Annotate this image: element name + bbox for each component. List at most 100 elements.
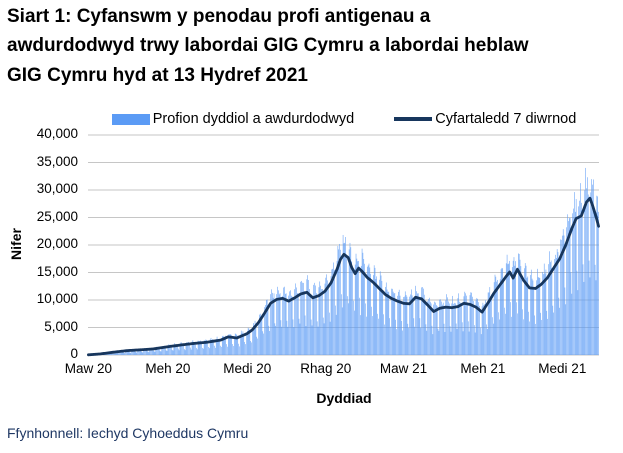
daily-bar	[338, 249, 340, 355]
daily-bar	[224, 336, 226, 355]
daily-bar	[483, 305, 485, 355]
daily-bar	[289, 291, 290, 355]
daily-bar	[142, 352, 144, 355]
daily-bar	[140, 349, 142, 355]
daily-bar	[421, 287, 422, 355]
daily-bar	[229, 334, 231, 355]
daily-bar	[555, 254, 556, 355]
daily-bar	[286, 320, 288, 355]
daily-bar	[159, 350, 161, 355]
daily-bar	[495, 276, 497, 355]
daily-bar	[568, 221, 569, 355]
daily-bar	[477, 299, 478, 355]
daily-bar	[143, 349, 144, 355]
daily-bar	[225, 335, 226, 355]
daily-bar	[504, 307, 505, 355]
daily-bar	[151, 348, 152, 355]
daily-bar	[430, 303, 432, 355]
daily-bar	[305, 326, 307, 355]
daily-bar	[414, 326, 415, 355]
daily-bar	[526, 277, 528, 355]
daily-bar	[138, 349, 139, 355]
daily-bar	[175, 344, 176, 355]
daily-bar	[497, 279, 498, 355]
daily-bar	[253, 325, 255, 355]
daily-bar	[564, 287, 566, 355]
daily-bar	[121, 350, 123, 355]
daily-bar	[407, 323, 409, 355]
daily-bar	[562, 235, 563, 355]
daily-bar	[451, 303, 453, 355]
daily-bar	[179, 343, 181, 355]
daily-bar	[538, 277, 540, 355]
daily-bar	[500, 269, 502, 355]
daily-bar	[427, 301, 428, 355]
daily-bar	[272, 297, 274, 355]
daily-bar	[226, 344, 227, 355]
daily-bar	[398, 289, 400, 355]
daily-bar	[222, 335, 224, 355]
daily-bar	[519, 259, 521, 355]
y-tick-label: 25,000	[36, 208, 78, 224]
daily-bar	[213, 339, 214, 355]
daily-bar	[455, 323, 457, 355]
daily-bar	[211, 340, 213, 355]
daily-bar	[346, 256, 347, 355]
daily-bar	[383, 314, 384, 355]
daily-bar	[446, 294, 447, 355]
daily-bar	[534, 315, 535, 355]
daily-bar	[322, 289, 323, 355]
daily-bar	[581, 202, 582, 355]
daily-bar	[331, 269, 333, 355]
daily-bar	[202, 347, 203, 355]
daily-bar	[150, 348, 151, 355]
daily-bar	[234, 337, 235, 355]
daily-bar	[223, 336, 225, 355]
daily-bar	[579, 200, 580, 355]
daily-bar	[358, 260, 359, 355]
daily-bar	[442, 302, 444, 355]
daily-bar	[524, 263, 526, 355]
daily-bar	[336, 260, 338, 355]
daily-bar	[432, 334, 434, 355]
daily-bar	[436, 306, 438, 355]
daily-bar	[388, 291, 390, 355]
daily-bar	[593, 206, 595, 355]
daily-bar	[207, 341, 208, 355]
daily-bar	[474, 325, 475, 355]
daily-bar	[252, 328, 253, 355]
daily-bar	[356, 258, 358, 355]
daily-bar	[510, 302, 511, 355]
daily-bar	[243, 333, 245, 355]
daily-bar	[593, 179, 594, 355]
daily-bar	[366, 266, 368, 355]
daily-bar	[508, 263, 510, 355]
daily-bar	[310, 295, 311, 355]
daily-bar	[537, 277, 539, 355]
daily-bar	[277, 286, 278, 355]
daily-bar	[148, 352, 150, 355]
daily-bar	[465, 293, 466, 355]
daily-bar	[411, 295, 413, 355]
daily-bar	[169, 344, 170, 355]
daily-bar	[416, 291, 417, 355]
daily-bar	[257, 338, 258, 355]
daily-bar	[135, 351, 137, 355]
daily-bar	[404, 296, 405, 355]
daily-bar	[417, 293, 419, 355]
daily-bar	[444, 331, 446, 355]
daily-bar	[123, 352, 125, 355]
daily-bar	[350, 247, 352, 355]
daily-bar	[246, 333, 247, 355]
daily-bar	[542, 271, 543, 355]
daily-bar	[478, 302, 479, 355]
daily-bar	[459, 301, 460, 355]
daily-bar	[189, 343, 190, 355]
daily-bar	[352, 266, 353, 355]
daily-bar	[164, 345, 165, 355]
daily-bar	[171, 346, 172, 355]
daily-bar	[282, 295, 283, 355]
daily-bar	[275, 325, 277, 355]
daily-bar	[461, 303, 462, 355]
